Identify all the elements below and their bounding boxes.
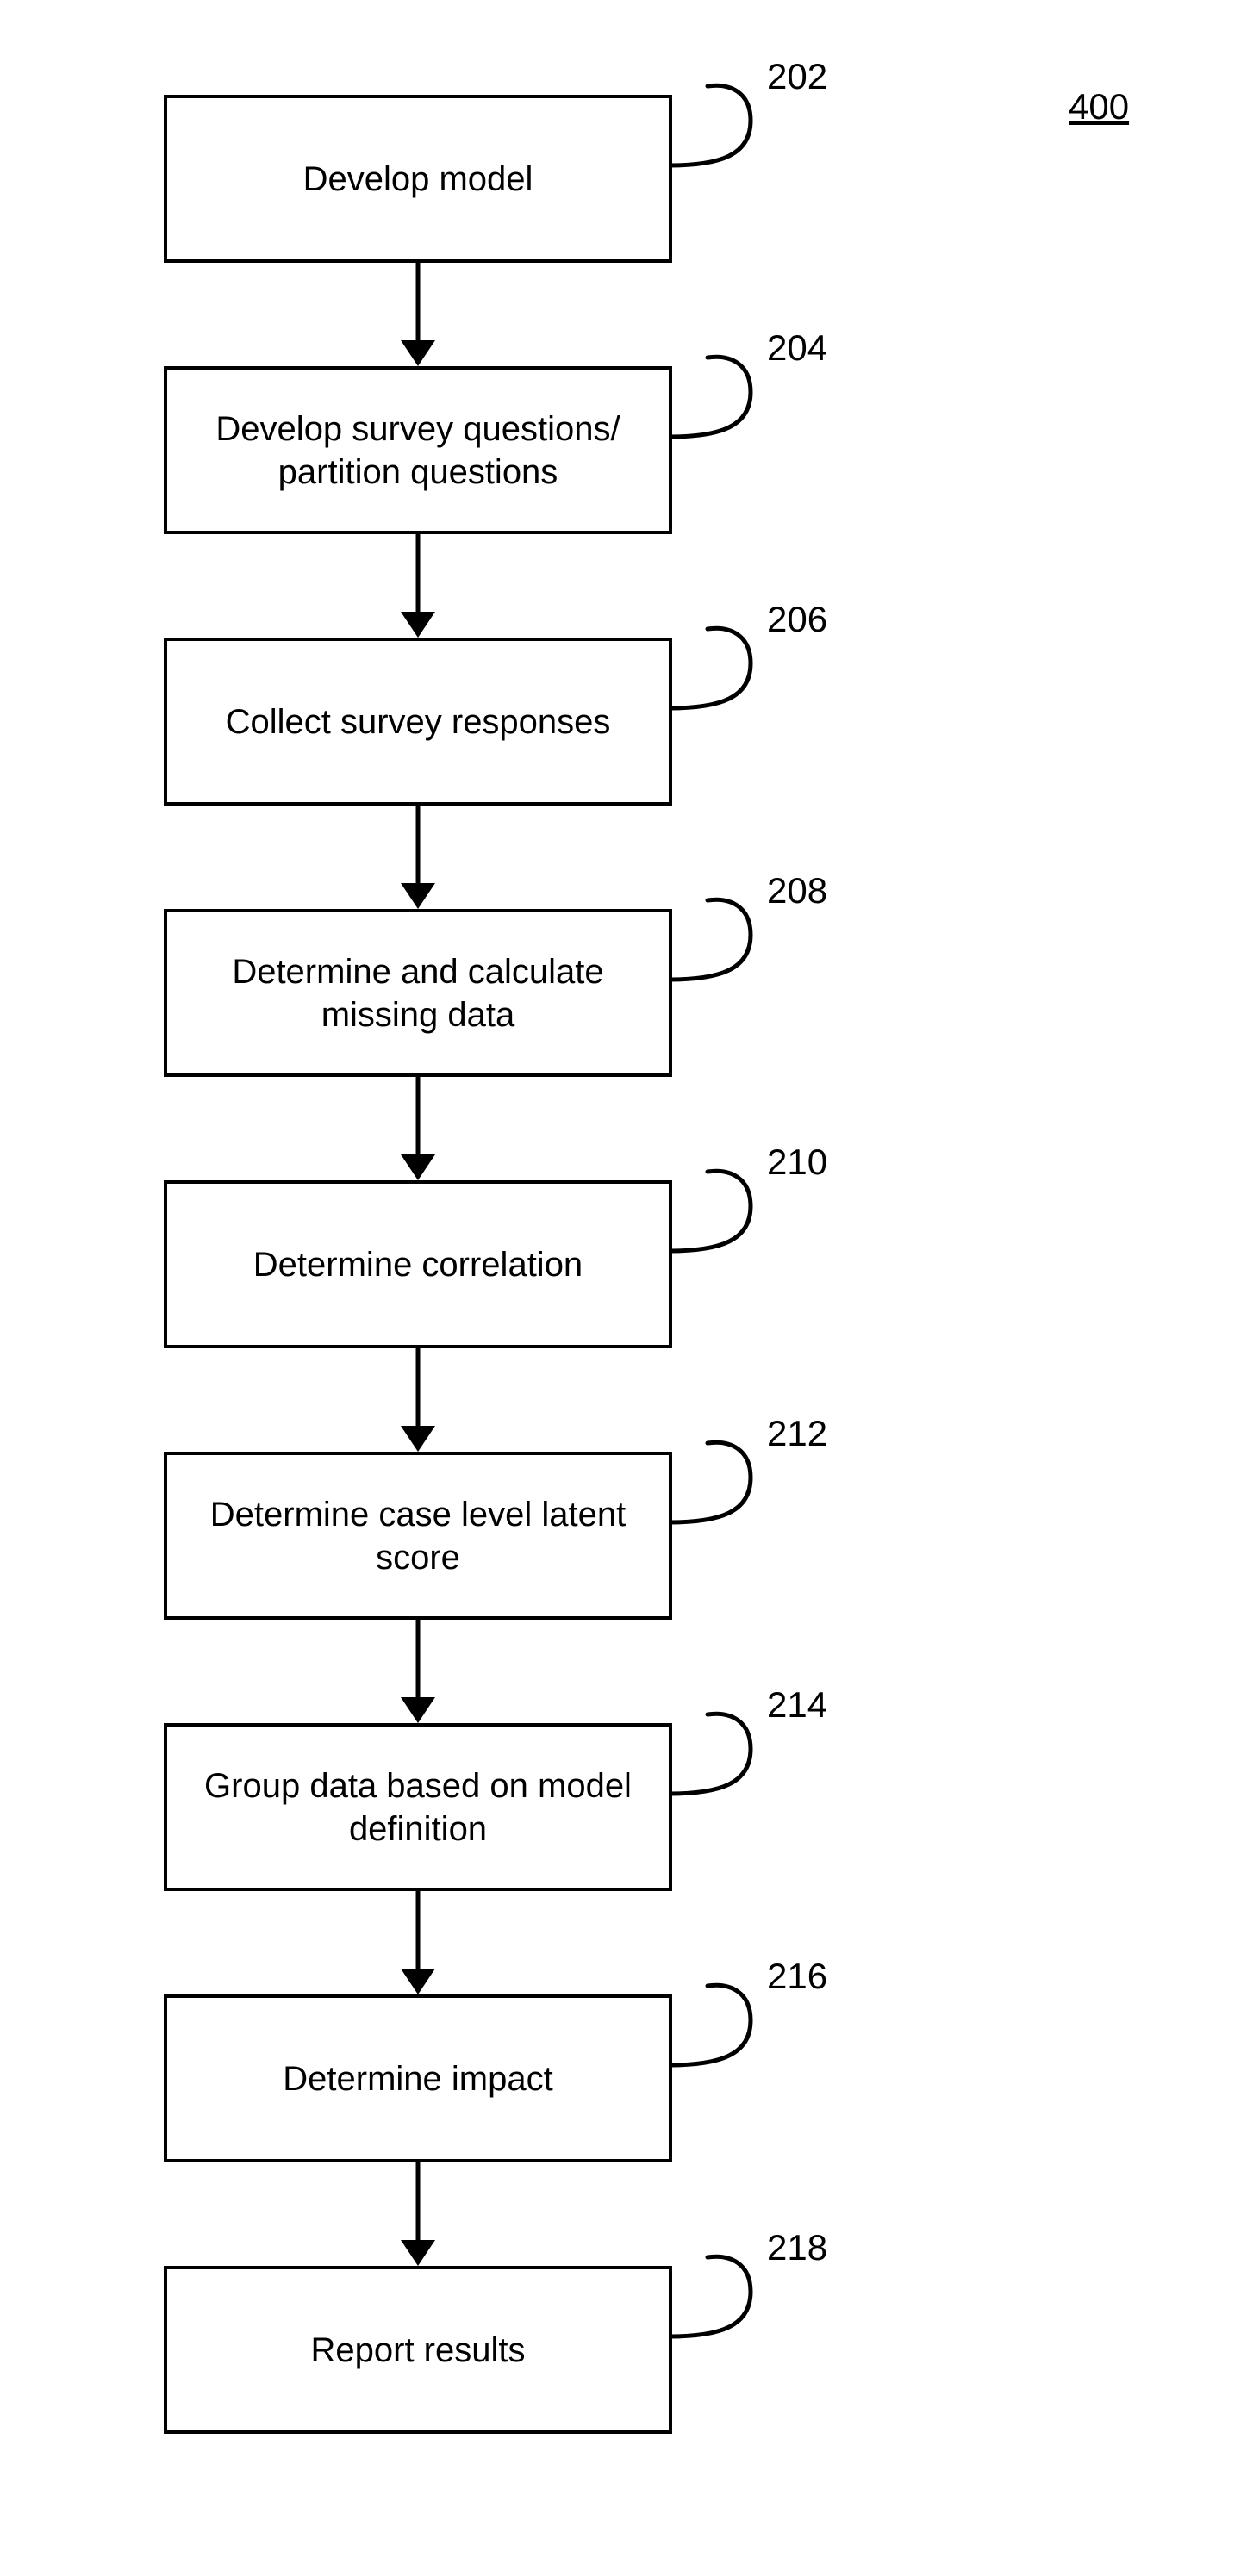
flow-step: Group data based on modeldefinition214 (164, 1723, 767, 1891)
flow-arrow (164, 1620, 672, 1723)
step-callout (669, 2249, 781, 2348)
step-callout (669, 1163, 781, 1262)
flow-arrow (164, 1348, 672, 1452)
flowchart: Develop model202 Develop survey questions… (164, 95, 767, 2434)
flow-step: Determine correlation210 (164, 1180, 767, 1348)
step-number: 202 (767, 56, 827, 97)
flow-step-label: Develop model (303, 158, 533, 201)
flow-arrow (164, 263, 672, 366)
flow-step: Report results218 (164, 2266, 767, 2434)
step-callout (669, 1434, 781, 1534)
flow-step-label: Report results (311, 2329, 526, 2372)
flow-step-box: Determine case level latentscore (164, 1452, 672, 1620)
step-callout (669, 620, 781, 719)
step-number: 206 (767, 599, 827, 640)
flow-step-box: Collect survey responses (164, 638, 672, 806)
flow-step-box: Group data based on modeldefinition (164, 1723, 672, 1891)
flow-step-label: Determine case level latentscore (210, 1493, 626, 1579)
step-callout (669, 1977, 781, 2076)
flow-step-box: Develop model (164, 95, 672, 263)
step-number: 218 (767, 2227, 827, 2268)
flow-step: Determine case level latentscore212 (164, 1452, 767, 1620)
figure-number: 400 (1069, 86, 1129, 128)
step-number: 216 (767, 1956, 827, 1997)
flow-arrow (164, 2162, 672, 2266)
flow-step-box: Report results (164, 2266, 672, 2434)
flow-step-label: Group data based on modeldefinition (204, 1764, 632, 1851)
flow-step-label: Collect survey responses (226, 700, 611, 744)
step-number: 204 (767, 327, 827, 369)
flow-arrow (164, 1891, 672, 1994)
flow-step-box: Determine correlation (164, 1180, 672, 1348)
flow-step: Determine and calculatemissing data208 (164, 909, 767, 1077)
step-number: 214 (767, 1684, 827, 1726)
step-callout (669, 78, 781, 177)
step-callout (669, 349, 781, 448)
flow-step-box: Determine impact (164, 1994, 672, 2162)
flow-step: Develop survey questions/partition quest… (164, 366, 767, 534)
flow-step: Collect survey responses206 (164, 638, 767, 806)
flow-step-label: Determine impact (283, 2057, 552, 2100)
flow-step-box: Develop survey questions/partition quest… (164, 366, 672, 534)
flow-arrow (164, 806, 672, 909)
flow-step-label: Determine and calculatemissing data (232, 950, 603, 1036)
flow-arrow (164, 534, 672, 638)
flow-arrow (164, 1077, 672, 1180)
step-number: 212 (767, 1413, 827, 1454)
step-callout (669, 1706, 781, 1805)
flow-step-box: Determine and calculatemissing data (164, 909, 672, 1077)
flow-step-label: Develop survey questions/partition quest… (215, 408, 620, 494)
step-number: 208 (767, 870, 827, 912)
step-number: 210 (767, 1142, 827, 1183)
flow-step: Determine impact216 (164, 1994, 767, 2162)
flow-step: Develop model202 (164, 95, 767, 263)
step-callout (669, 892, 781, 991)
flow-step-label: Determine correlation (253, 1243, 583, 1286)
